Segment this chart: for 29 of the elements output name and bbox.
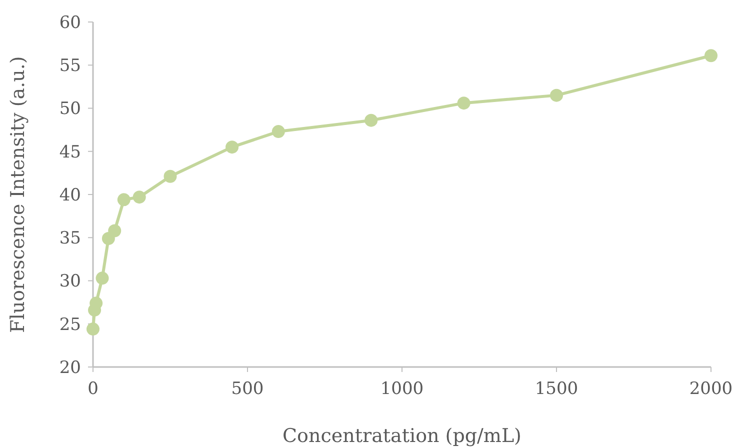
y-tick-label: 50: [59, 99, 81, 120]
y-tick-label: 35: [59, 228, 81, 249]
point: [108, 224, 122, 238]
y-tick-label: 25: [59, 314, 81, 335]
point: [364, 114, 378, 127]
x-axis-title: Concentratation (pg/mL): [282, 425, 522, 447]
y-tick-label: 40: [59, 185, 81, 206]
y-tick-label: 20: [59, 358, 81, 378]
x-tick-label: 1500: [534, 379, 578, 399]
y-tick-label: 55: [59, 56, 81, 76]
point: [86, 322, 100, 336]
point: [704, 49, 718, 62]
x-tick-label: 500: [231, 379, 264, 399]
x-tick-label: 2000: [689, 379, 733, 399]
x-tick-label: 0: [88, 379, 98, 399]
point: [457, 96, 470, 110]
x-tick-label: 1000: [380, 379, 424, 399]
y-tick-label: 60: [59, 12, 81, 33]
point: [132, 190, 146, 204]
point: [90, 296, 103, 310]
point: [272, 125, 285, 138]
point: [117, 193, 130, 206]
point: [164, 170, 177, 183]
y-tick-label: 45: [59, 142, 81, 162]
y-axis-title: Fluorescence Intensity (a.u.): [7, 56, 29, 333]
point: [96, 272, 109, 285]
point: [550, 88, 563, 102]
y-tick-label: 30: [59, 272, 81, 292]
point: [226, 140, 239, 154]
